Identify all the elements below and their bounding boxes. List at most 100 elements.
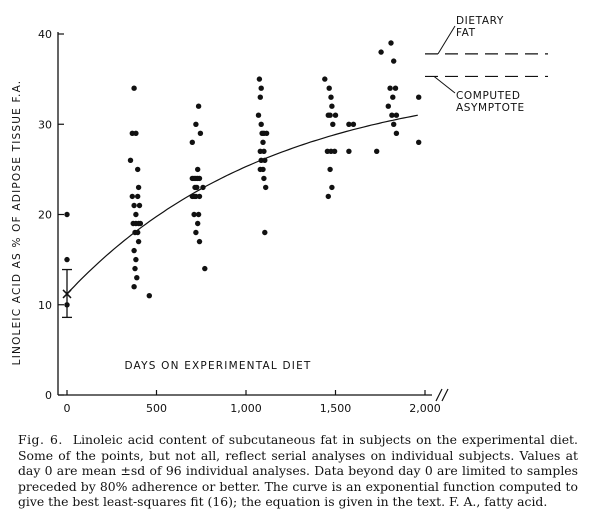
data-point (416, 94, 422, 100)
data-point (197, 130, 204, 136)
x-tick-label: 2,000 (409, 402, 441, 415)
y-ticks: 0 10 20 30 40 (38, 28, 64, 402)
annotation-leader (433, 76, 456, 94)
data-point (133, 130, 139, 136)
reference-line-label: DIETARY (456, 15, 504, 27)
scatter-chart: 0 10 20 30 40 0 500 1,000 1,500 2,000 LINOLEIC A… (11, 15, 548, 415)
data-point (64, 302, 70, 308)
data-point (391, 121, 397, 128)
data-point (327, 112, 333, 118)
axis-break-slash (441, 388, 449, 402)
data-point (393, 112, 400, 118)
data-point (261, 148, 267, 154)
x-tick-label: 1,500 (320, 402, 352, 415)
x-ticks: 0 500 1,000 1,500 2,000 (64, 390, 441, 415)
data-point (378, 49, 384, 55)
y-tick-label: 30 (38, 118, 52, 131)
data-point (127, 157, 134, 163)
data-point (257, 94, 263, 100)
data-point (200, 184, 206, 191)
data-point (146, 293, 152, 299)
data-point (194, 184, 200, 191)
y-tick-label: 0 (45, 389, 52, 402)
data-point (195, 211, 202, 218)
figure-label: Fig. 6. (18, 432, 63, 447)
data-point (135, 193, 141, 200)
data-point (135, 229, 141, 236)
data-point (195, 103, 202, 109)
data-point (329, 184, 335, 191)
data-point (129, 193, 135, 200)
data-point (261, 175, 267, 182)
data-point (132, 265, 138, 272)
axis-break-marker (435, 388, 449, 402)
data-point (387, 85, 393, 91)
data-point (136, 202, 143, 209)
data-point (346, 121, 352, 128)
y-tick-label: 40 (38, 28, 52, 41)
data-point (135, 166, 141, 173)
y-axis-title: LINOLEIC ACID AS % OF ADIPOSE TISSUE F.A… (11, 80, 23, 366)
data-point (332, 112, 339, 118)
data-point (196, 238, 203, 245)
data-point (202, 265, 208, 272)
x-tick-label: 500 (146, 402, 167, 415)
data-point (328, 94, 334, 100)
data-point (322, 76, 328, 82)
reference-line-label: COMPUTED (456, 90, 521, 102)
y-tick-label: 20 (38, 209, 52, 222)
data-point (135, 238, 142, 245)
data-point (331, 148, 338, 154)
axis-break-slash (435, 388, 443, 402)
data-point (195, 220, 201, 227)
data-point (416, 139, 422, 145)
caption-text: Linoleic acid content of subcutaneous fa… (18, 432, 578, 510)
data-point (330, 121, 336, 128)
data-point (390, 94, 396, 100)
data-point (392, 85, 399, 91)
day0-error-bar (62, 268, 72, 319)
data-point (389, 112, 395, 118)
data-point (137, 220, 144, 227)
data-point (260, 166, 266, 173)
data-point (135, 184, 142, 191)
data-points (64, 40, 422, 308)
reference-line-label: FAT (456, 27, 476, 39)
data-point (131, 247, 137, 254)
data-point (327, 166, 333, 173)
data-point (196, 193, 203, 200)
data-point (325, 193, 331, 200)
data-point (263, 130, 270, 136)
data-point (393, 130, 400, 136)
reference-line-label: ASYMPTOTE (456, 102, 525, 114)
data-point (258, 121, 264, 128)
annotation-leader (437, 25, 456, 55)
data-point (263, 184, 269, 191)
axes (57, 32, 449, 402)
data-point (64, 256, 70, 263)
x-tick-label: 0 (64, 402, 71, 415)
figure-caption: Fig. 6. Linoleic acid content of subcuta… (18, 432, 578, 510)
data-point (195, 166, 201, 173)
data-point (260, 139, 266, 145)
data-point (374, 148, 380, 154)
data-point (262, 157, 268, 163)
data-point (255, 112, 262, 118)
data-point (346, 148, 352, 154)
y-tick-label: 10 (38, 299, 52, 312)
x-tick-label: 1,000 (230, 402, 262, 415)
data-point (388, 40, 394, 46)
data-point (256, 76, 263, 82)
data-point (258, 85, 264, 91)
data-point (262, 229, 268, 236)
data-point (329, 103, 335, 109)
data-point (193, 229, 199, 236)
data-point (193, 121, 199, 128)
data-point (131, 284, 137, 290)
data-point (191, 211, 197, 218)
data-point (189, 139, 195, 145)
data-point (391, 58, 397, 64)
mean-marker (62, 289, 72, 299)
x-axis-title: DAYS ON EXPERIMENTAL DIET (124, 360, 311, 372)
